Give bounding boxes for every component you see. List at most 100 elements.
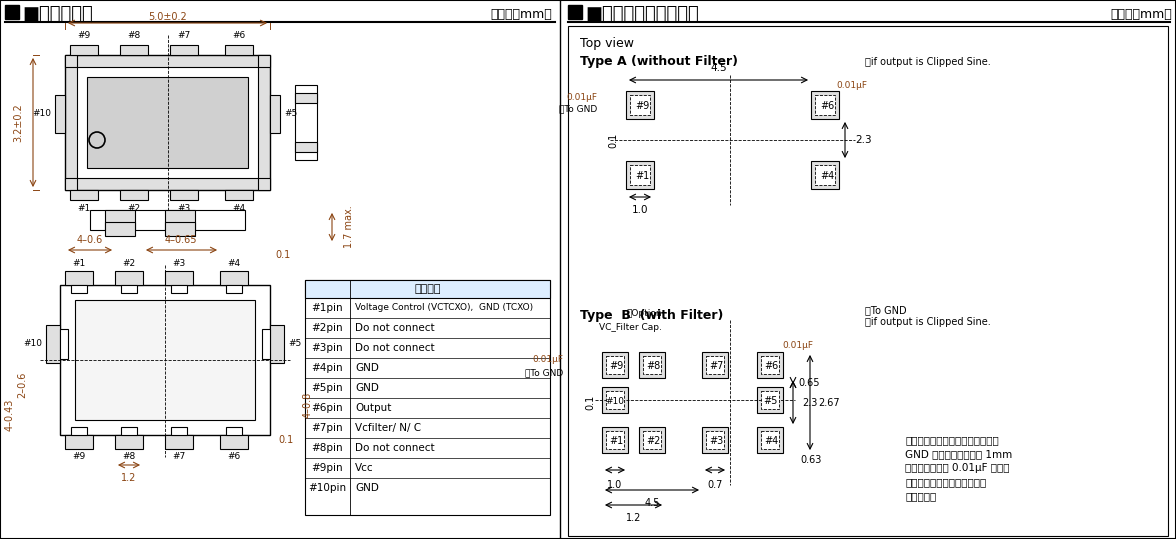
Text: 1.2: 1.2	[626, 513, 641, 523]
Bar	[606, 356, 624, 374]
Bar	[226, 427, 242, 435]
Text: #1: #1	[635, 171, 649, 181]
Bar	[105, 210, 135, 230]
Text: #10: #10	[24, 340, 42, 349]
Bar	[65, 271, 93, 285]
Text: #9: #9	[635, 101, 649, 111]
Text: Type  B  (with Filter): Type B (with Filter)	[580, 308, 723, 321]
Bar	[60, 285, 270, 435]
Bar	[76, 67, 258, 178]
Bar	[226, 285, 242, 293]
Bar	[606, 391, 624, 409]
Bar	[643, 431, 661, 449]
Text: 4–0.43: 4–0.43	[5, 399, 15, 431]
Text: 0.1: 0.1	[584, 395, 595, 410]
Text: ＊if output is Clipped Sine.: ＊if output is Clipped Sine.	[866, 57, 990, 67]
Bar	[0, 0, 560, 539]
Bar	[171, 427, 187, 435]
Text: #3pin: #3pin	[312, 343, 343, 353]
Text: GND: GND	[355, 383, 379, 393]
Text: #8: #8	[122, 452, 135, 461]
Text: #3: #3	[173, 259, 186, 268]
Text: 1.0: 1.0	[607, 480, 622, 490]
Bar	[630, 95, 650, 115]
Bar	[815, 95, 835, 115]
Text: #7: #7	[709, 361, 723, 371]
Text: #7pin: #7pin	[312, 423, 343, 433]
Bar	[115, 435, 143, 449]
Text: 0.01µF: 0.01µF	[836, 81, 868, 90]
Text: 1.2: 1.2	[121, 473, 136, 483]
Text: Type A (without Filter): Type A (without Filter)	[580, 56, 739, 68]
Text: 2.3: 2.3	[802, 397, 817, 407]
Text: ＊To GND: ＊To GND	[524, 369, 563, 377]
Bar	[220, 435, 248, 449]
Text: #2: #2	[127, 204, 141, 213]
Bar	[120, 45, 148, 55]
Bar	[5, 5, 19, 19]
Text: #6: #6	[233, 31, 246, 40]
Bar	[757, 352, 783, 378]
Text: 注）本製品ご使用の際は、電源と: 注）本製品ご使用の際は、電源と	[906, 435, 998, 445]
Bar	[761, 431, 779, 449]
Bar	[568, 26, 1168, 536]
Bar	[75, 300, 255, 420]
Text: 4–0.8: 4–0.8	[303, 392, 313, 418]
Bar	[643, 356, 661, 374]
Bar	[671, 317, 688, 333]
Text: #2: #2	[122, 259, 135, 268]
Bar	[71, 45, 98, 55]
Text: #9: #9	[609, 361, 623, 371]
Text: #2: #2	[646, 436, 660, 446]
Text: #4pin: #4pin	[312, 363, 343, 373]
Text: #8: #8	[646, 361, 660, 371]
Text: #7: #7	[173, 452, 186, 461]
Text: #8: #8	[127, 31, 141, 40]
Text: #5: #5	[283, 109, 298, 119]
Bar	[121, 285, 136, 293]
Bar	[564, 0, 1176, 539]
Bar	[606, 431, 624, 449]
Bar	[65, 55, 270, 190]
Bar	[71, 285, 87, 293]
Text: ＊To GND: ＊To GND	[866, 305, 907, 315]
Text: #6: #6	[227, 452, 241, 461]
Text: #5: #5	[763, 396, 777, 406]
Bar	[258, 178, 270, 190]
Bar	[639, 352, 664, 378]
Bar	[121, 427, 136, 435]
Text: #4: #4	[227, 259, 241, 268]
Text: GND: GND	[355, 483, 379, 493]
Bar	[843, 95, 861, 115]
Bar	[225, 45, 253, 55]
Text: #6: #6	[764, 361, 779, 371]
Bar	[65, 178, 76, 190]
Text: Do not connect: Do not connect	[355, 323, 435, 333]
Text: #5pin: #5pin	[312, 383, 343, 393]
Text: Vcfilter/ N/ C: Vcfilter/ N/ C	[355, 423, 421, 433]
Text: 0.01µF: 0.01µF	[782, 341, 814, 350]
Text: 4.5: 4.5	[710, 63, 727, 73]
Bar	[761, 356, 779, 374]
Text: #4: #4	[764, 436, 779, 446]
Text: GND 間（製品端子から 1mm: GND 間（製品端子から 1mm	[906, 449, 1013, 459]
Bar	[706, 356, 724, 374]
Text: 0.1: 0.1	[278, 435, 293, 445]
Bar	[258, 55, 270, 67]
Text: #6: #6	[820, 101, 834, 111]
Bar	[630, 165, 650, 185]
Bar	[568, 5, 582, 19]
Text: ＊Option: ＊Option	[627, 308, 662, 317]
Text: Top view: Top view	[580, 38, 634, 51]
Text: #6pin: #6pin	[312, 403, 343, 413]
Text: 0.1: 0.1	[275, 250, 290, 260]
Text: #1: #1	[78, 204, 91, 213]
Text: #5: #5	[288, 340, 301, 349]
Text: 0.65: 0.65	[799, 377, 820, 388]
Text: #8pin: #8pin	[312, 443, 343, 453]
Text: バイパスコンデンサを入れて: バイパスコンデンサを入れて	[906, 477, 987, 487]
Bar	[626, 161, 654, 189]
Text: #2pin: #2pin	[312, 323, 343, 333]
Text: 0.01µF: 0.01µF	[566, 93, 597, 101]
Bar	[60, 329, 68, 359]
